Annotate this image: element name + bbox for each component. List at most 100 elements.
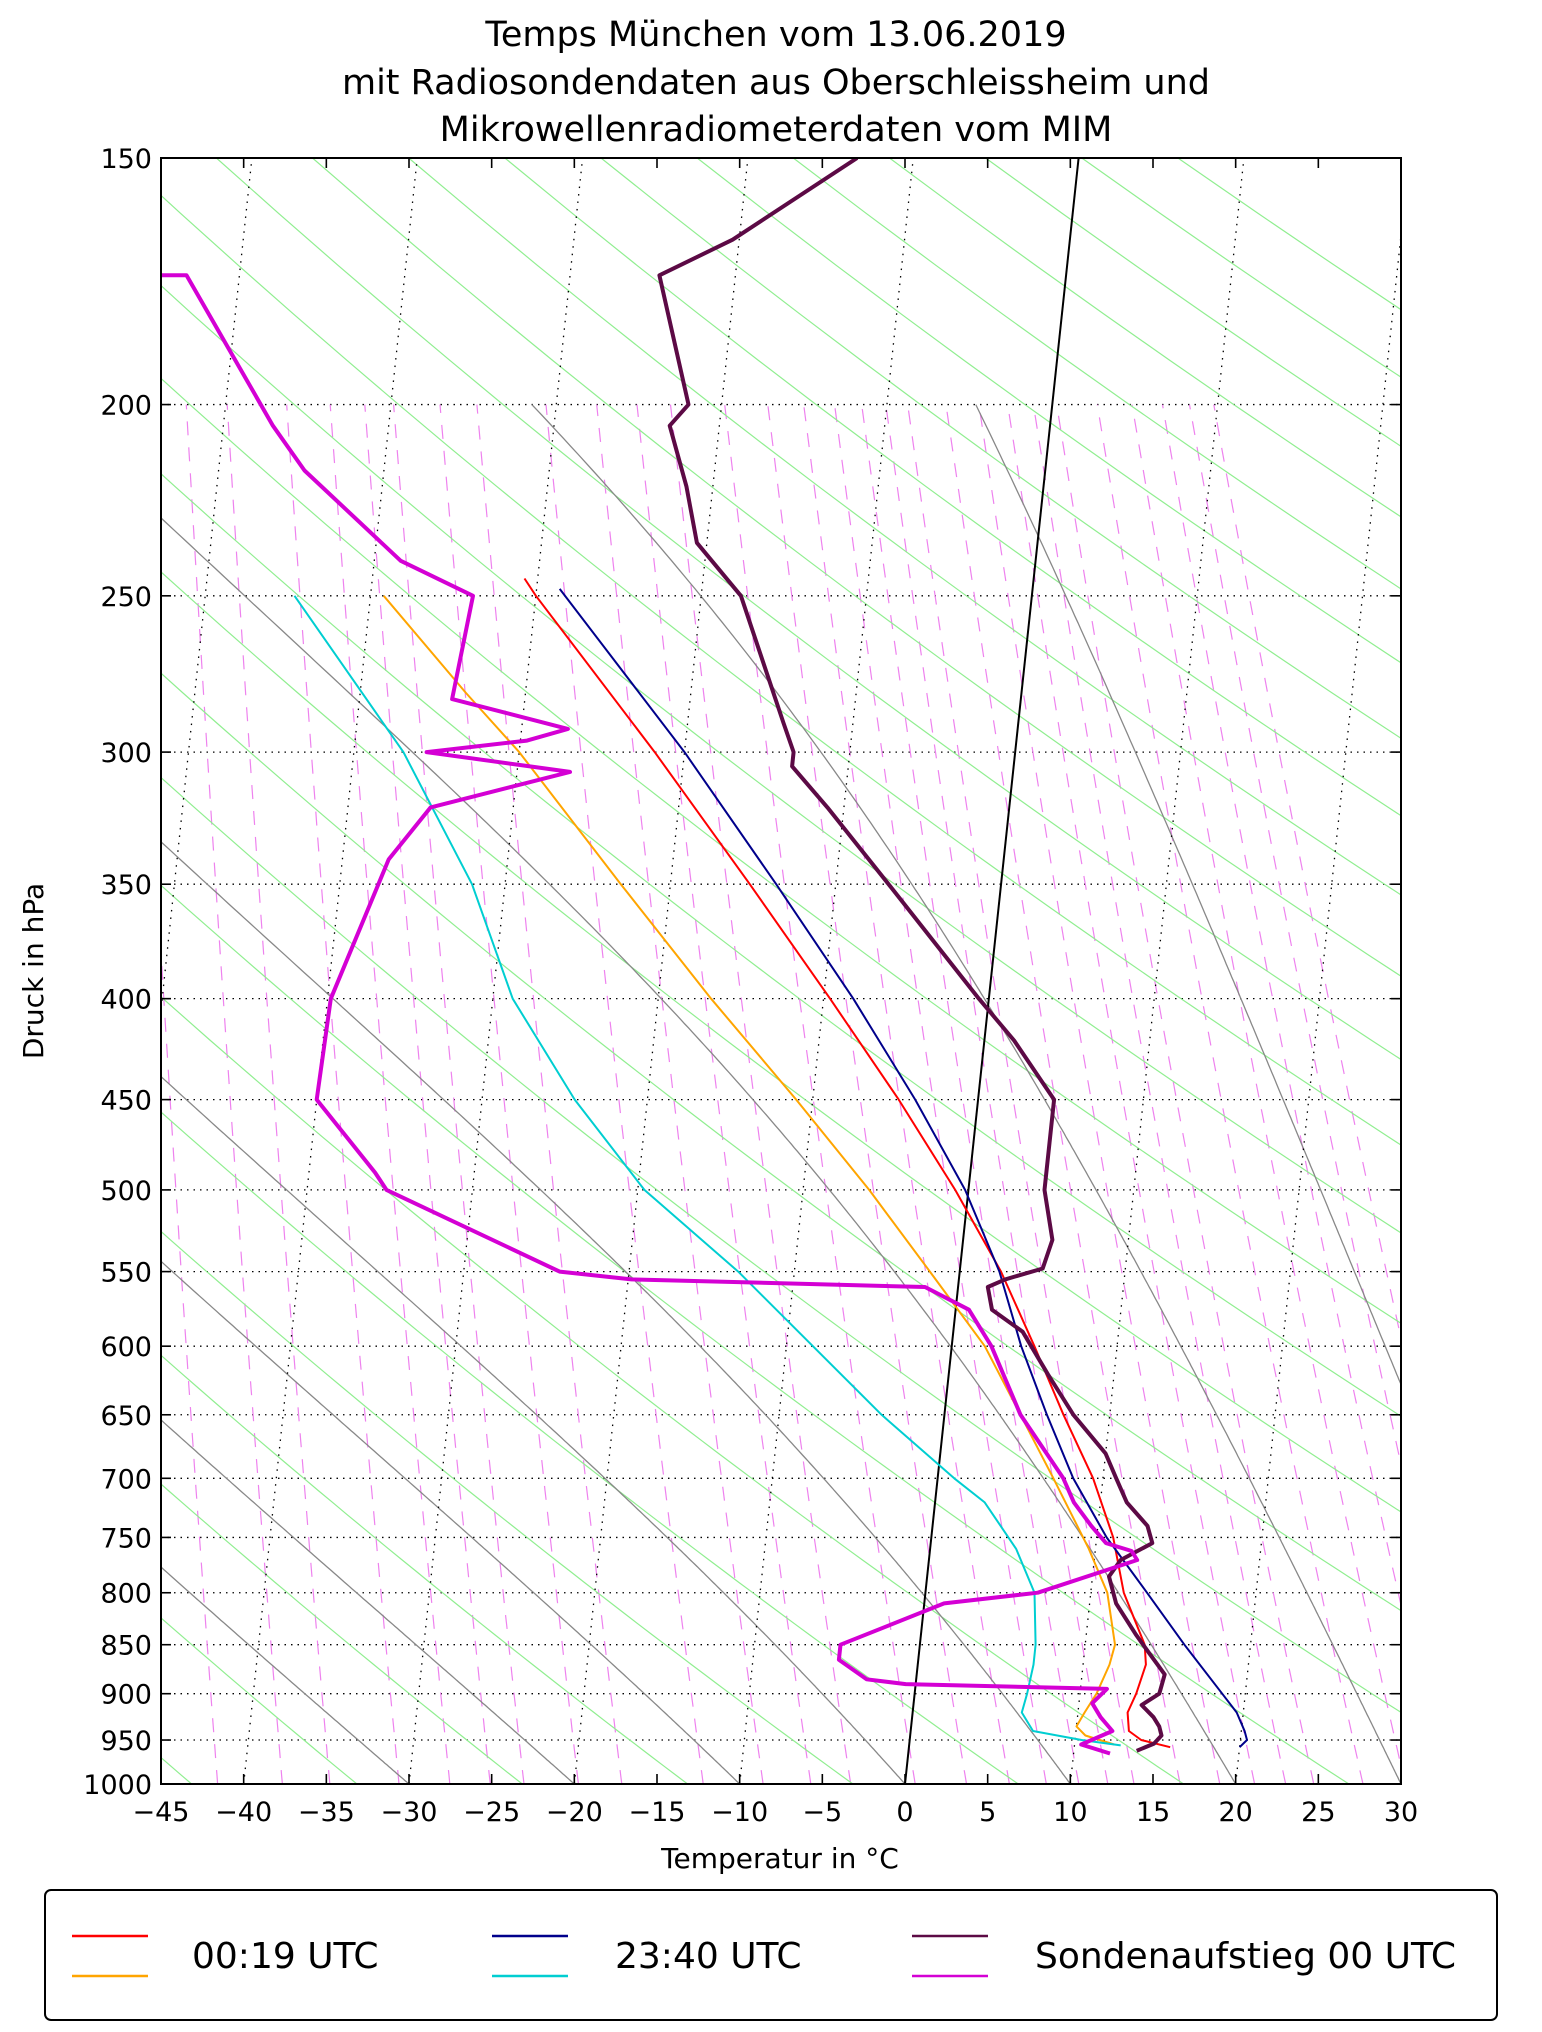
series-line-5-dewpoint <box>161 273 1140 1756</box>
x-axis: −45 −40 −35 −30 −25 −20 −15 −10 −5 0 5 10 15 20 25 30 <box>133 158 1418 1828</box>
legend-label-1: 23:40 UTC <box>615 1936 802 1977</box>
dry-adiabat <box>161 1354 688 1784</box>
mixing-ratio-line <box>669 404 852 1784</box>
x-tick-label: −15 <box>629 1797 686 1828</box>
isotherm <box>408 158 584 1784</box>
y-tick-label: 500 <box>100 1176 152 1207</box>
y-tick-label: 200 <box>100 391 152 422</box>
dry-adiabat <box>161 377 1401 1325</box>
x-tick-label: −35 <box>298 1797 355 1828</box>
mixing-ratio-line <box>907 404 1135 1784</box>
x-tick-label: 5 <box>979 1797 996 1828</box>
x-tick-label: 30 <box>1384 1797 1418 1828</box>
moist-adiabat <box>161 517 1237 1784</box>
mixing-ratio-line <box>803 404 1010 1784</box>
mixing-ratio-line <box>439 404 579 1784</box>
plot-area <box>161 158 1401 1784</box>
dry-adiabat <box>161 776 1401 1714</box>
mixing-ratio-line <box>545 404 704 1784</box>
isotherm <box>1069 158 1245 1784</box>
y-tick-label: 850 <box>100 1631 152 1662</box>
y-tick-label: 650 <box>100 1401 152 1432</box>
moist-adiabat <box>975 404 1401 1387</box>
isotherm <box>573 158 749 1784</box>
moist-adiabat <box>161 1419 575 1784</box>
dry-adiabat <box>161 472 1401 1417</box>
dry-adiabat <box>161 996 1184 1784</box>
legend: 00:19 UTC 23:40 UTC Sondenaufstieg 00 UT… <box>44 1889 1498 2021</box>
dry-adiabat <box>161 1111 1019 1784</box>
y-tick-label: 450 <box>100 1086 152 1117</box>
x-tick-label: −25 <box>463 1797 520 1828</box>
y-tick-label: 800 <box>100 1579 152 1610</box>
x-tick-label: −20 <box>546 1797 603 1828</box>
mixing-ratio-line <box>393 404 525 1784</box>
y-tick-label: 250 <box>100 582 152 613</box>
y-axis: 150 200 250 300 350 400 450 500 550 600 650 700 750 8… <box>83 144 1401 1801</box>
mixing-ratio-line <box>1007 404 1256 1784</box>
legend-label-2: Sondenaufstieg 00 UTC <box>1035 1936 1456 1977</box>
mixing-ratio-line <box>1032 404 1287 1784</box>
dry-adiabat <box>161 1230 854 1784</box>
isotherm <box>1235 229 1401 1784</box>
zero-degree-isotherm <box>904 158 1080 1784</box>
dry-adiabat <box>216 158 1401 1061</box>
chart-title: Temps München vom 13.06.2019 mit Radioso… <box>342 15 1210 150</box>
mixing-ratio-line <box>1056 404 1315 1784</box>
y-tick-label: 150 <box>100 144 152 175</box>
mixing-ratio-line <box>329 404 451 1784</box>
series-line-0-temperature <box>523 577 1171 1749</box>
x-tick-label: 25 <box>1301 1797 1335 1828</box>
dry-adiabat <box>161 1483 523 1784</box>
mixing-ratio-line <box>724 404 916 1784</box>
dry-adiabat <box>408 158 1401 896</box>
isotherm <box>739 158 914 1784</box>
x-tick-label: −40 <box>215 1797 272 1828</box>
y-tick-label: 600 <box>100 1332 152 1363</box>
moist-adiabat <box>161 1566 410 1784</box>
y-tick-label: 400 <box>100 985 152 1016</box>
moist-adiabat <box>531 404 1401 1784</box>
plot-frame <box>160 157 1402 1785</box>
y-tick-label: 900 <box>100 1680 152 1711</box>
dry-adiabat <box>161 1617 358 1784</box>
isotherm <box>161 158 253 1016</box>
mixing-ratio-line <box>1188 404 1401 1467</box>
mixing-ratio-line <box>834 404 1047 1784</box>
mixing-ratio-line <box>1131 404 1401 1769</box>
dry-adiabat <box>161 284 1401 1234</box>
dry-adiabat <box>600 158 1401 740</box>
chart-title-line-3: Mikrowellenradiometerdaten vom MIM <box>440 110 1113 150</box>
mixing-ratio-line <box>945 404 1181 1784</box>
mixing-ratio-line <box>596 404 764 1784</box>
isotherm <box>1400 1777 1401 1784</box>
y-tick-label: 550 <box>100 1258 152 1289</box>
mixing-ratio-line <box>286 404 400 1784</box>
dry-adiabat <box>504 158 1401 817</box>
mixing-ratio-line <box>1161 404 1401 1608</box>
plot-area-background <box>161 158 1401 1784</box>
x-tick-label: −10 <box>711 1797 768 1828</box>
chart-title-line-2: mit Radiosondendaten aus Oberschleisshei… <box>342 63 1210 103</box>
y-tick-label: 300 <box>100 738 152 769</box>
moist-adiabat <box>161 1260 741 1784</box>
dry-adiabat <box>312 158 1401 977</box>
mixing-ratio-line <box>861 404 1080 1784</box>
mixing-ratio-line <box>1096 404 1364 1784</box>
x-axis-label: Temperatur in °C <box>660 1842 899 1875</box>
series-line-3-dewpoint <box>293 595 1121 1747</box>
y-tick-label: 350 <box>100 870 152 901</box>
y-tick-label: 700 <box>100 1464 152 1495</box>
data-series <box>161 158 1248 1756</box>
series-line-2-temperature <box>558 588 1248 1748</box>
moist-adiabat <box>161 1075 906 1784</box>
x-tick-label: 10 <box>1053 1797 1087 1828</box>
x-tick-label: 0 <box>896 1797 913 1828</box>
legend-frame <box>44 1889 1498 2021</box>
y-tick-label: 1000 <box>83 1770 152 1801</box>
x-tick-label: 20 <box>1218 1797 1252 1828</box>
legend-label-0: 00:19 UTC <box>192 1936 379 1977</box>
x-tick-label: −30 <box>381 1797 438 1828</box>
y-axis-label: Druck in hPa <box>17 883 50 1059</box>
